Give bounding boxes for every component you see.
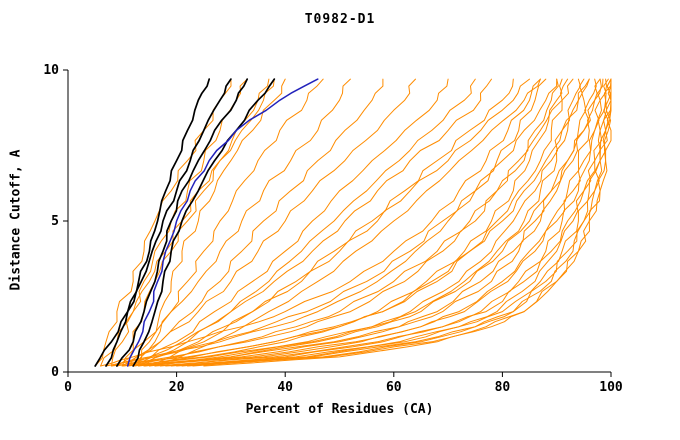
series-line-orange: [121, 78, 416, 367]
series-line-orange: [94, 78, 232, 367]
series-line-orange: [116, 78, 351, 367]
series-line-orange: [105, 78, 547, 367]
series-line-orange: [116, 78, 559, 367]
x-axis-label: Percent of Residues (CA): [245, 402, 434, 417]
series-line-orange: [127, 78, 384, 367]
series-line-black: [132, 78, 276, 367]
series-line-orange: [181, 78, 612, 367]
y-tick-label: 10: [43, 63, 59, 78]
series-line-orange: [170, 78, 607, 367]
series-line-orange: [138, 78, 581, 367]
series-line-black: [105, 78, 211, 367]
series-line-orange: [110, 78, 248, 367]
series-line-orange: [143, 78, 476, 367]
x-tick-label: 100: [599, 380, 623, 395]
series-line-orange: [154, 78, 541, 367]
series-line-orange: [148, 78, 590, 367]
y-tick-label: 0: [51, 365, 59, 380]
y-tick-label: 5: [51, 214, 59, 229]
chart-title: T0982-D1: [304, 12, 376, 27]
series-line-orange: [176, 78, 612, 367]
x-tick-label: 60: [386, 380, 402, 395]
series-line-orange: [143, 78, 602, 367]
x-tick-label: 80: [495, 380, 511, 395]
x-tick-label: 40: [277, 380, 293, 395]
x-tick-label: 20: [169, 380, 185, 395]
series-line-orange: [187, 78, 612, 367]
series-line-orange: [132, 78, 449, 367]
series-line-orange: [132, 78, 597, 367]
series-line-black: [94, 78, 232, 367]
series-line-blue: [126, 78, 319, 367]
series-line-orange: [148, 78, 514, 367]
series-line-orange: [110, 78, 569, 367]
series-line-orange: [132, 78, 286, 367]
series-line-black: [116, 78, 249, 367]
x-tick-label: 0: [64, 380, 72, 395]
series-line-orange: [138, 78, 530, 367]
series-line-orange: [127, 78, 492, 367]
series-line-orange: [127, 78, 563, 367]
series-line-orange: [121, 78, 574, 367]
series-line-orange: [132, 78, 590, 367]
series-line-orange: [159, 78, 601, 367]
series-line-orange: [121, 78, 585, 367]
series-line-orange: [138, 78, 324, 367]
